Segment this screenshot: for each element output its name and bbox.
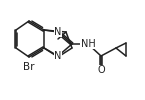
Text: O: O bbox=[97, 65, 105, 75]
Text: N: N bbox=[54, 51, 62, 61]
Text: NH: NH bbox=[81, 39, 95, 49]
Text: Br: Br bbox=[23, 62, 35, 72]
Text: N: N bbox=[54, 27, 62, 37]
